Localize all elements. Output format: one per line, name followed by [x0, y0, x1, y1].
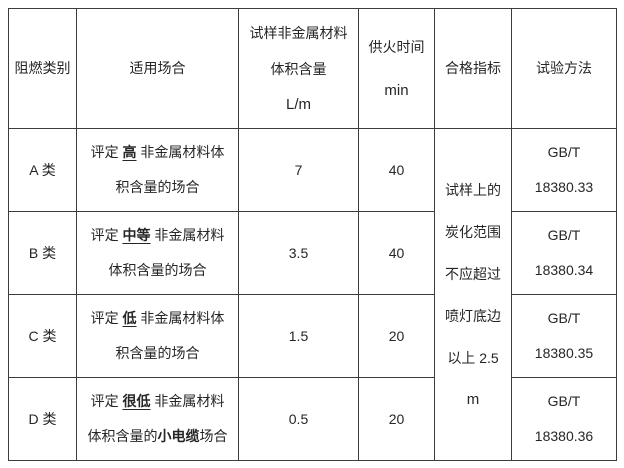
header-volume-cell: 试样非金属材料 体积含量 L/m	[238, 8, 359, 129]
category-cell: C 类	[8, 294, 77, 378]
table-row-class-c: C 类 评定 低 非金属材料体 积含量的场合 1.5 20 GB/T 18380…	[8, 294, 617, 378]
fire-time-cell: 20	[358, 294, 435, 378]
qualification-line-2: 炭化范围	[445, 223, 501, 240]
table-header-row: 阻燃类别 适用场合 试样非金属材料 体积含量 L/m 供火时间 min 合格指标…	[8, 8, 617, 129]
header-qualification-label: 合格指标	[445, 60, 501, 76]
volume-cell: 1.5	[238, 294, 359, 378]
method-line-2: 18380.35	[534, 345, 594, 361]
method-line-1: GB/T	[547, 144, 581, 160]
category-cell: A 类	[8, 128, 77, 212]
category-label: B 类	[28, 244, 57, 261]
occasion-cell: 评定 低 非金属材料体 积含量的场合	[76, 294, 239, 378]
fire-time-value: 40	[388, 161, 405, 178]
flame-retardant-category-table: 阻燃类别 适用场合 试样非金属材料 体积含量 L/m 供火时间 min 合格指标…	[8, 8, 617, 461]
header-method-label: 试验方法	[536, 60, 592, 76]
table-row-class-a: A 类 评定 高 非金属材料体 积含量的场合 7 40 试样上的 炭化范围 不应…	[8, 128, 617, 461]
fire-time-value: 40	[388, 244, 405, 261]
fire-time-value: 20	[388, 327, 405, 344]
table-row-class-d: D 类 评定 很低 非金属材料 体积含量的小电缆场合 0.5 20 GB/T 1…	[8, 377, 617, 461]
header-fire-time-label: 供火时间	[368, 38, 425, 55]
header-volume-unit: L/m	[285, 95, 311, 113]
header-category-cell: 阻燃类别	[8, 8, 77, 129]
occasion-line-2: 体积含量的小电缆场合	[87, 428, 228, 444]
category-cell: D 类	[8, 377, 77, 461]
header-occasion-label: 适用场合	[129, 60, 186, 76]
qualification-line-6: m	[466, 390, 480, 408]
occasion-line-2: 积含量的场合	[115, 345, 200, 361]
fire-time-cell: 20	[358, 377, 435, 461]
fire-time-cell: 40	[358, 128, 435, 212]
qualification-merged-cell: 试样上的 炭化范围 不应超过 喷灯底边 以上 2.5 m	[434, 128, 512, 461]
occasion-cell: 评定 高 非金属材料体 积含量的场合	[76, 128, 239, 212]
method-cell: GB/T 18380.36	[511, 377, 617, 461]
table-row-class-b: B 类 评定 中等 非金属材料 体积含量的场合 3.5 40 GB/T 1838…	[8, 211, 617, 295]
category-label: A 类	[29, 161, 56, 178]
header-fire-time-cell: 供火时间 min	[358, 8, 435, 129]
volume-value: 7	[294, 161, 303, 178]
occasion-line-1: 评定 高 非金属材料体	[90, 144, 225, 160]
category-cell: B 类	[8, 211, 77, 295]
occasion-line-2: 体积含量的场合	[108, 262, 207, 278]
qualification-line-3: 不应超过	[445, 265, 501, 282]
method-line-1: GB/T	[547, 310, 581, 326]
qualification-line-5: 以上 2.5	[447, 349, 499, 366]
volume-value: 0.5	[288, 410, 309, 427]
volume-cell: 0.5	[238, 377, 359, 461]
header-fire-time-unit: min	[384, 81, 409, 99]
fire-time-cell: 40	[358, 211, 435, 295]
header-volume-line-1: 试样非金属材料	[249, 24, 348, 41]
occasion-line-1: 评定 很低 非金属材料	[90, 393, 225, 409]
volume-value: 3.5	[288, 244, 309, 261]
occasion-cell: 评定 很低 非金属材料 体积含量的小电缆场合	[76, 377, 239, 461]
header-category-label: 阻燃类别	[14, 60, 71, 76]
category-label: D 类	[28, 410, 57, 427]
volume-cell: 7	[238, 128, 359, 212]
method-line-2: 18380.34	[534, 262, 594, 278]
method-line-1: GB/T	[547, 393, 581, 409]
method-line-1: GB/T	[547, 227, 581, 243]
method-line-2: 18380.36	[534, 428, 594, 444]
occasion-line-2: 积含量的场合	[115, 179, 200, 195]
occasion-line-1: 评定 中等 非金属材料	[90, 227, 225, 243]
method-line-2: 18380.33	[534, 179, 594, 195]
header-method-cell: 试验方法	[511, 8, 617, 129]
category-label: C 类	[28, 327, 57, 344]
qualification-line-4: 喷灯底边	[445, 307, 501, 324]
header-volume-line-2: 体积含量	[270, 60, 327, 77]
occasion-cell: 评定 中等 非金属材料 体积含量的场合	[76, 211, 239, 295]
method-cell: GB/T 18380.33	[511, 128, 617, 212]
header-occasion-cell: 适用场合	[76, 8, 239, 129]
volume-cell: 3.5	[238, 211, 359, 295]
header-qualification-cell: 合格指标	[434, 8, 512, 129]
qualification-line-1: 试样上的	[445, 181, 501, 198]
method-cell: GB/T 18380.34	[511, 211, 617, 295]
fire-time-value: 20	[388, 410, 405, 427]
method-cell: GB/T 18380.35	[511, 294, 617, 378]
volume-value: 1.5	[288, 327, 309, 344]
occasion-line-1: 评定 低 非金属材料体	[90, 310, 225, 326]
